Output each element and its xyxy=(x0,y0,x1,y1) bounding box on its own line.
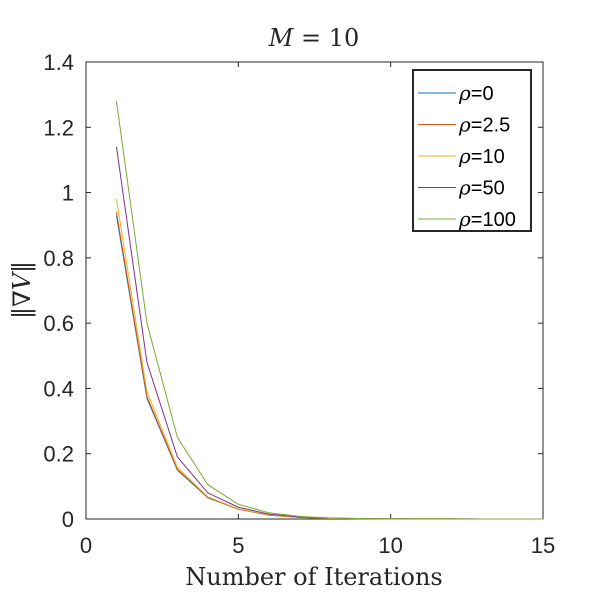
x-tick-label: 15 xyxy=(531,533,555,558)
chart-title-rest: = 10 xyxy=(293,24,359,52)
y-axis-label: ‖∇V‖ xyxy=(8,261,37,319)
x-tick-label: 5 xyxy=(232,533,244,558)
y-tick-label: 0 xyxy=(62,507,74,532)
y-tick-label: 1.4 xyxy=(43,50,74,75)
legend-label: ρ=2.5 xyxy=(458,113,510,137)
y-tick-label: 1 xyxy=(62,181,74,206)
legend-label: ρ=0 xyxy=(458,81,494,105)
series-line xyxy=(115,101,543,520)
axis-ticks xyxy=(85,61,544,520)
chart-title-variable: M xyxy=(268,24,295,52)
legend-box xyxy=(412,69,532,232)
legend-label: ρ=50 xyxy=(458,176,505,200)
x-axis-label: Number of Iterations xyxy=(185,563,443,591)
y-tick-label: 0.2 xyxy=(43,442,74,467)
x-tick-label: 10 xyxy=(378,533,402,558)
tick-labels: 0 5 10 15 0 0.2 0.4 0.6 0.8 1 1.2 1.4 xyxy=(43,50,555,558)
legend: ρ=0 ρ=2.5 ρ=10 ρ=50 ρ=100 xyxy=(412,69,532,232)
y-tick-label: 1.2 xyxy=(43,115,74,140)
y-tick-label: 0.8 xyxy=(43,246,74,271)
legend-label: ρ=100 xyxy=(458,207,516,231)
y-tick-label: 0.4 xyxy=(43,376,74,401)
x-tick-label: 0 xyxy=(80,533,92,558)
legend-label: ρ=10 xyxy=(458,144,505,168)
series-lines xyxy=(115,101,543,520)
y-tick-label: 0.6 xyxy=(43,311,74,336)
chart-title: M = 10 xyxy=(268,24,359,52)
legend-items: ρ=0 ρ=2.5 ρ=10 ρ=50 ρ=100 xyxy=(418,81,516,231)
